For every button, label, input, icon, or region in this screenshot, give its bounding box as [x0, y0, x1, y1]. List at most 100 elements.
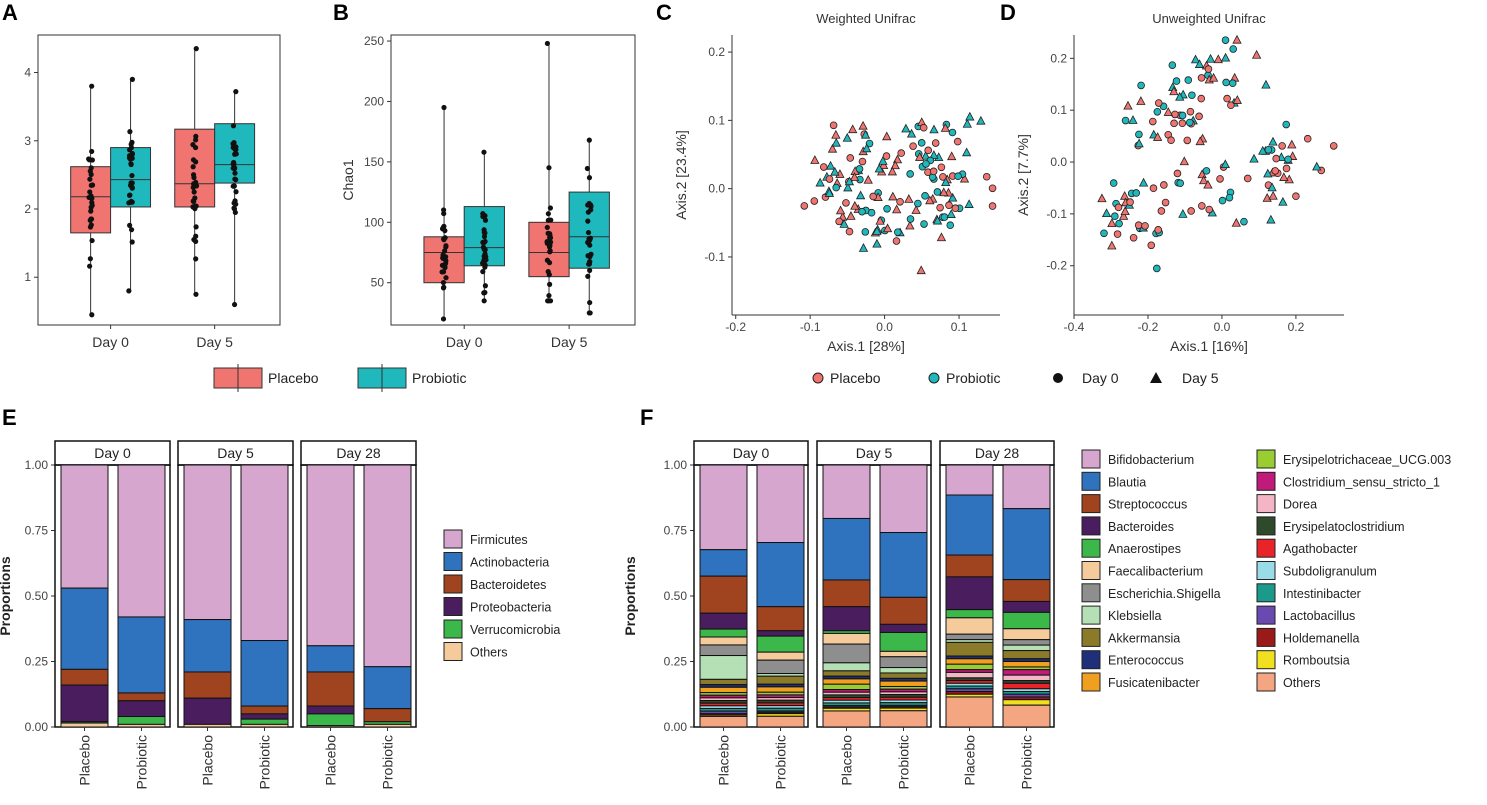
legend-label: Erysipelotrichaceae_UCG.003 [1283, 453, 1451, 467]
facet-strip [816, 440, 932, 466]
x-tick-label: Day 5 [551, 334, 588, 350]
bar-segment-actinobacteria [240, 640, 289, 707]
pcoa-point-day0 [953, 137, 962, 146]
x-tick-label: Placebo [962, 735, 978, 786]
pcoa-point-day0 [1218, 196, 1227, 205]
pcoa-point-day0 [1134, 221, 1143, 230]
legend-label: Streptococcus [1108, 498, 1187, 512]
pcoa-point-day0 [1137, 81, 1145, 90]
data-point [441, 207, 447, 213]
pcoa-point-day0 [906, 215, 915, 223]
y-tick-label: 250 [364, 34, 384, 48]
pcoa-point-day5 [1120, 206, 1130, 216]
bar-segment-faecalibacterium [945, 617, 994, 635]
bar-segment-escherichia-shigella [1002, 639, 1051, 646]
x-tick-label: 0.1 [951, 320, 968, 334]
bar-segment-firmicutes [60, 464, 109, 589]
bar-segment-others [756, 715, 805, 728]
bar-segment-firmicutes [240, 464, 289, 642]
pcoa-point-day0 [1147, 241, 1156, 250]
data-point [482, 264, 488, 270]
pcoa-point-day5 [848, 124, 858, 134]
bar-segment-dorea [1002, 674, 1051, 682]
facet-frame [54, 464, 171, 728]
data-point [585, 229, 592, 236]
bar-segment-actinobacteria [60, 587, 109, 670]
y-tick-label: 0.25 [664, 655, 688, 669]
legend-swatch [1081, 583, 1101, 603]
pcoa-point-day5 [1268, 136, 1278, 146]
data-point [127, 192, 133, 198]
data-point [544, 238, 550, 245]
pcoa-point-day5 [1194, 59, 1205, 68]
legend-label: Bacteroidetes [470, 578, 546, 592]
data-point [585, 273, 591, 279]
pcoa-point-day5 [1287, 139, 1297, 149]
pcoa-point-day5 [858, 120, 868, 130]
pcoa-point-day0 [921, 192, 929, 200]
pcoa-point-day0 [933, 188, 942, 196]
y-tick-label: 1.00 [664, 458, 688, 472]
pcoa-point-day5 [875, 215, 885, 225]
data-point [191, 174, 197, 181]
pcoa-point-day5 [1134, 138, 1144, 148]
y-tick-label: -0.1 [704, 250, 725, 264]
data-point [442, 265, 448, 271]
legend-swatch [1081, 538, 1101, 558]
facet-strip [177, 440, 294, 466]
pcoa-point-day0 [1185, 118, 1194, 127]
pcoa-point-day0 [1153, 264, 1161, 273]
data-point [127, 129, 133, 135]
pcoa-point-day5 [882, 223, 893, 233]
data-point [232, 209, 238, 216]
legend-swatch [1081, 516, 1101, 536]
pcoa-point-day0 [1272, 154, 1280, 163]
bar-segment-actinobacteria [306, 645, 355, 673]
x-tick-label: -0.1 [800, 320, 821, 334]
pcoa-point-day0 [1197, 94, 1206, 103]
y-tick-label: 0.50 [664, 589, 688, 603]
pcoa-point-day0 [829, 121, 838, 130]
x-tick-label: Day 0 [92, 334, 129, 350]
data-point [193, 133, 199, 139]
pcoa-point-day0 [922, 160, 930, 168]
pcoa-point-day0 [897, 149, 906, 157]
legend-label: Enterococcus [1108, 654, 1184, 668]
x-tick-label: -0.4 [1064, 320, 1085, 334]
legend-swatch [1081, 672, 1101, 692]
data-point [190, 164, 196, 170]
pcoa-point-day5 [830, 166, 840, 176]
pcoa-point-day0 [832, 183, 840, 192]
data-point [129, 76, 136, 82]
pcoa-point-day0 [819, 163, 828, 171]
bar-segment-bifidobacterium [699, 464, 748, 551]
x-axis-label: Axis.1 [16%] [1170, 338, 1248, 354]
pcoa-point-day0 [1149, 117, 1157, 126]
pcoa-point-day5 [905, 220, 915, 230]
facet-strip [54, 440, 171, 466]
legend-label: Firmicutes [470, 533, 528, 547]
bar-segment-verrucomicrobia [117, 716, 166, 725]
data-point [440, 255, 446, 261]
pcoa-point-day5 [1197, 169, 1207, 179]
bar-segment-proteobacteria [60, 684, 109, 723]
legend-label: Akkermansia [1108, 631, 1180, 645]
bar-segment-akkermansia [1002, 650, 1051, 660]
x-axis-label: Axis.1 [28%] [827, 338, 905, 354]
pcoa-point-day0 [1188, 91, 1196, 100]
bar-segment-bacteroides [756, 630, 805, 637]
pcoa-point-day5 [1249, 153, 1259, 163]
pcoa-point-day0 [1329, 142, 1338, 150]
pcoa-point-day5 [964, 199, 974, 208]
pcoa-point-day0 [1132, 189, 1141, 197]
bar-segment-actinobacteria [363, 666, 412, 710]
pcoa-point-day5 [831, 137, 841, 147]
bar-segment-streptococcus [699, 575, 748, 614]
pcoa-point-day0 [858, 207, 866, 216]
legend-swatch [443, 642, 463, 661]
pcoa-point-day5 [1279, 172, 1289, 181]
facet-frame [177, 464, 294, 728]
pcoa-point-day0 [1170, 119, 1178, 128]
pcoa-point-day0 [1225, 193, 1234, 202]
data-point [89, 312, 95, 318]
